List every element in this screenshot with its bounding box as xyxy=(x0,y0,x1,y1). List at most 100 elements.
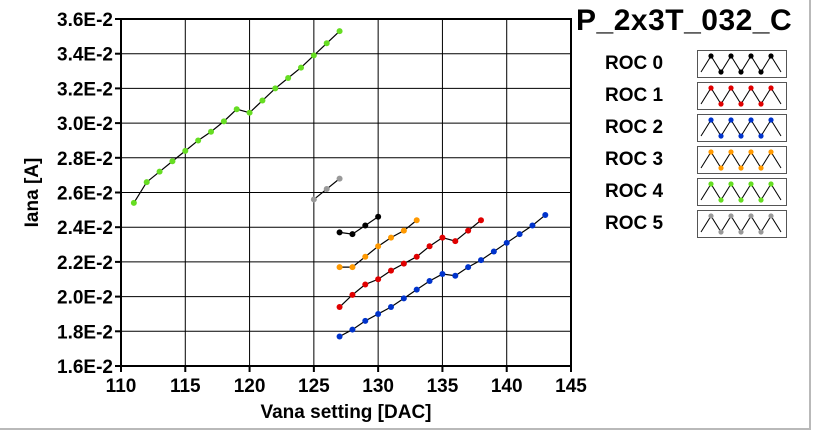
legend-marker xyxy=(768,85,774,91)
x-tick-label: 115 xyxy=(170,376,201,397)
legend-sample xyxy=(697,50,787,78)
data-point xyxy=(529,222,536,229)
data-point xyxy=(362,253,369,260)
legend-marker xyxy=(738,165,744,171)
legend-label: ROC 5 xyxy=(605,213,664,234)
data-point xyxy=(310,52,317,59)
legend-sample xyxy=(697,146,787,174)
legend-marker xyxy=(718,69,724,75)
legend-marker xyxy=(718,197,724,203)
legend-marker xyxy=(758,101,764,107)
series-roc-2 xyxy=(336,212,549,340)
data-point xyxy=(400,260,407,267)
legend-marker xyxy=(758,197,764,203)
data-point xyxy=(362,222,369,229)
legend-marker xyxy=(768,181,774,187)
data-point xyxy=(336,264,343,271)
data-point xyxy=(323,186,330,193)
data-point xyxy=(413,217,420,224)
series-line xyxy=(339,216,379,235)
series-roc-1 xyxy=(336,217,484,311)
legend-marker xyxy=(748,181,754,187)
data-point xyxy=(413,253,420,260)
y-tick-label: 1.8E-2 xyxy=(57,322,113,343)
legend-sample xyxy=(697,210,787,238)
legend-marker xyxy=(768,117,774,123)
legend-entry: ROC 5 xyxy=(593,210,803,238)
data-point xyxy=(375,213,382,220)
data-point xyxy=(439,234,446,241)
legend-marker xyxy=(748,85,754,91)
data-point xyxy=(182,147,189,154)
y-tick-label: 3.0E-2 xyxy=(57,114,113,135)
y-tick-label: 2.0E-2 xyxy=(57,288,113,309)
data-point xyxy=(208,128,214,135)
data-point xyxy=(388,267,394,274)
legend-sample-graphic xyxy=(700,53,782,75)
data-point xyxy=(233,106,240,113)
y-tick-label: 2.4E-2 xyxy=(57,218,113,239)
legend-marker xyxy=(738,133,744,139)
series-line xyxy=(133,30,340,204)
data-point xyxy=(516,231,523,238)
data-point xyxy=(143,179,150,186)
x-tick-label: 140 xyxy=(491,376,523,397)
x-tick-label: 110 xyxy=(106,376,137,397)
x-tick-label: 130 xyxy=(362,376,394,397)
legend-marker xyxy=(718,165,724,171)
x-tick-label: 120 xyxy=(234,376,266,397)
data-point xyxy=(362,281,369,288)
legend-sample-graphic xyxy=(700,85,782,107)
legend-entry: ROC 2 xyxy=(593,114,803,142)
data-point xyxy=(388,304,394,311)
data-point xyxy=(336,28,343,35)
data-point xyxy=(285,74,292,81)
legend-marker xyxy=(708,117,714,123)
y-axis-label: Iana [A] xyxy=(22,158,43,228)
legend-marker xyxy=(728,213,734,219)
legend-sample-graphic xyxy=(700,213,782,235)
data-point xyxy=(400,227,407,234)
data-point xyxy=(490,248,497,255)
legend-marker xyxy=(708,53,714,59)
data-point xyxy=(375,310,382,317)
data-point xyxy=(452,272,459,279)
legend-sample xyxy=(697,82,787,110)
y-tick-label: 2.6E-2 xyxy=(57,184,113,205)
legend-marker xyxy=(728,53,734,59)
legend-marker xyxy=(768,149,774,155)
x-axis-label: Vana setting [DAC] xyxy=(260,402,431,423)
x-ticks: 110 115 120 125 130 135 140 145 xyxy=(106,366,587,397)
chart-title: P_2x3T_032_C xyxy=(576,4,793,37)
data-point xyxy=(349,291,356,298)
legend-entry: ROC 1 xyxy=(593,82,803,110)
y-tick-label: 1.6E-2 xyxy=(57,357,113,378)
legend-marker xyxy=(748,213,754,219)
y-tick-label: 2.8E-2 xyxy=(57,149,113,170)
data-point xyxy=(452,238,459,245)
legend-marker xyxy=(708,149,714,155)
x-tick-label: 135 xyxy=(427,376,459,397)
data-point xyxy=(336,229,343,236)
y-tick-label: 3.4E-2 xyxy=(57,45,113,66)
legend-sample-graphic xyxy=(700,181,782,203)
legend-marker xyxy=(748,53,754,59)
legend-label: ROC 4 xyxy=(605,181,664,202)
legend-marker xyxy=(708,85,714,91)
data-point xyxy=(388,234,394,241)
y-ticks: 1.6E-2 1.8E-2 2.0E-2 2.2E-2 2.4E-2 2.6E-2 2.8E… xyxy=(57,10,121,378)
legend-label: ROC 3 xyxy=(605,149,664,170)
legend: ROC 0 ROC 1 ROC 2 ROC 3 ROC 4 ROC 5 xyxy=(593,42,803,242)
series-roc-0 xyxy=(336,213,382,238)
data-point xyxy=(220,118,227,125)
legend-entry: ROC 4 xyxy=(593,178,803,206)
data-point xyxy=(298,64,304,71)
legend-sample xyxy=(697,178,787,206)
legend-marker xyxy=(748,117,754,123)
legend-label: ROC 1 xyxy=(605,85,664,106)
legend-entry: ROC 0 xyxy=(593,50,803,78)
data-point xyxy=(169,158,176,165)
data-point xyxy=(478,217,484,224)
